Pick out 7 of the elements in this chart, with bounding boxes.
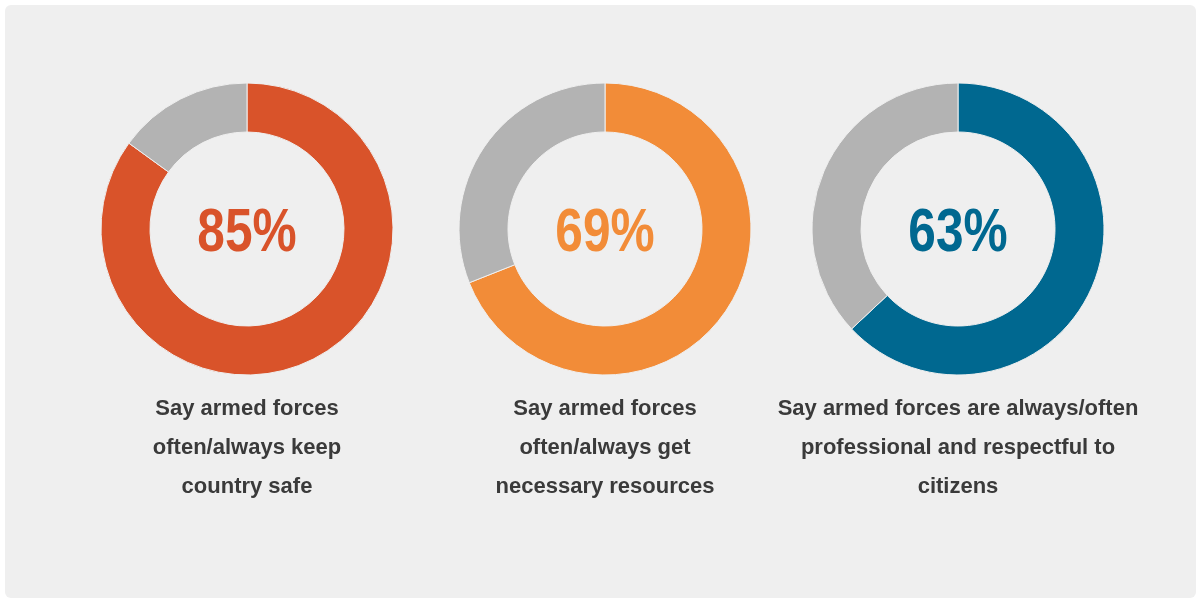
text: Say armed forces are always/often professional and respectful to citizens xyxy=(777,395,1139,498)
data-label: 69% xyxy=(555,194,655,264)
data-label: 85% xyxy=(197,194,297,264)
data-label: 63% xyxy=(908,194,1008,264)
donut-slice xyxy=(100,82,394,376)
text: Say armed forces often/always keep country safe xyxy=(152,395,342,498)
text: Say armed forces often/always get necessary resources xyxy=(495,395,715,498)
